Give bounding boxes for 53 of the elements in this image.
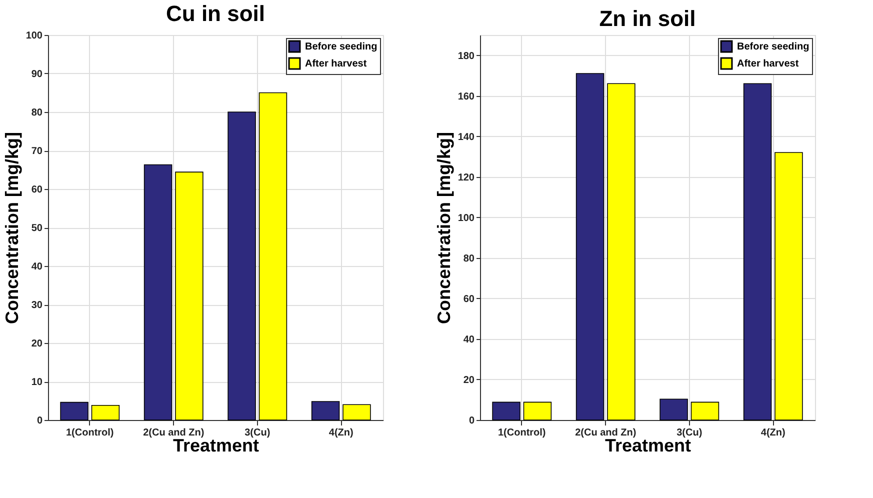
bar [523,402,552,420]
y-tick-label: 20 [463,374,475,386]
bar [660,398,688,420]
y-tick-label: 40 [31,262,43,272]
y-tick-label: 60 [31,184,43,196]
y-tick-label: 10 [31,377,43,388]
y-tick-label: 60 [463,294,475,305]
y-tick-label: 100 [26,30,43,42]
y-tick-label: 0 [36,416,43,426]
y-tick-label: 40 [463,334,475,346]
legend-label: Before seeding [737,42,810,52]
y-tick-label: 160 [458,91,475,102]
bar [60,402,88,420]
x-tick-label: 3(Cu) [676,428,702,438]
y-tick-label: 140 [458,132,475,143]
bar [607,83,636,420]
bar [228,112,256,420]
y-tick-label: 30 [31,300,43,311]
bar [91,404,120,420]
y-tick-label: 80 [31,108,43,118]
bar [144,164,172,420]
x-tick-label: 2(Cu and Zn) [575,428,636,438]
legend-label: Before seeding [305,42,378,52]
x-tick-label: 1(Control) [66,428,114,438]
x-tick-label: 3(Cu) [244,428,270,438]
bar [492,402,520,420]
y-tick-label: 20 [31,338,43,350]
y-tick-label: 90 [31,69,43,80]
y-tick-label: 100 [458,212,475,224]
bar [258,92,288,420]
bar [311,401,340,420]
bar [576,73,604,420]
chart-title: Zn in soil [599,6,696,31]
y-tick-label: 180 [458,50,475,62]
chart-title: Cu in soil [166,1,265,26]
x-tick-label: 4(Zn) [328,428,354,438]
bar [175,172,204,420]
y-axis-title: Concentration [mg/kg] [2,132,22,324]
x-tick-label: 1(Control) [498,428,546,438]
bar [690,402,720,420]
y-tick-label: 0 [468,416,475,426]
bar [342,404,371,420]
y-axis-title: Concentration [mg/kg] [434,132,454,324]
y-tick-label: 80 [463,253,475,264]
bar [743,83,772,420]
y-tick-label: 70 [31,146,43,157]
x-tick-label: 2(Cu and Zn) [143,428,204,438]
x-tick-label: 4(Zn) [760,428,786,438]
y-tick-label: 50 [31,223,43,234]
legend-label: After harvest [305,58,368,70]
y-tick-label: 120 [458,172,475,184]
legend-label: After harvest [737,58,800,70]
bar [774,152,803,420]
